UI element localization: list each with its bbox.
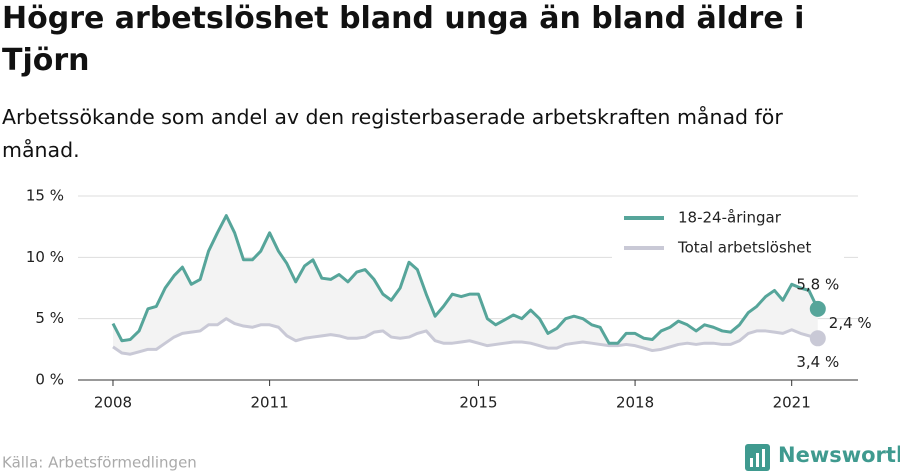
y-tick-label: 5 % <box>35 309 64 327</box>
y-tick-label: 10 % <box>26 248 64 266</box>
series-line <box>111 214 820 345</box>
end-marker <box>809 330 826 347</box>
series-line <box>112 317 819 356</box>
annotation: 3,4 % <box>796 353 839 371</box>
chart-subtitle: Arbetssökande som andel av den registerb… <box>2 105 783 162</box>
chart-title: Högre arbetslöshet bland unga än bland ä… <box>2 1 805 78</box>
annotation: 2,4 % <box>829 314 872 332</box>
legend-background <box>612 202 844 264</box>
y-tick-label: 15 % <box>26 187 64 205</box>
annotation: 5,8 % <box>796 275 839 293</box>
x-tick-label: 2021 <box>773 394 811 412</box>
legend-label: Total arbetslöshet <box>677 239 812 257</box>
end-marker <box>809 300 826 317</box>
y-tick-label: 0 % <box>35 371 64 389</box>
source: Källa: Arbetsförmedlingen <box>2 454 197 472</box>
x-tick-label: 2011 <box>251 394 289 412</box>
brand: Newsworthy <box>778 443 900 467</box>
x-tick-label: 2008 <box>94 394 132 412</box>
x-tick-label: 2015 <box>459 394 497 412</box>
legend-label: 18-24-åringar <box>678 209 782 227</box>
x-tick-label: 2018 <box>616 394 654 412</box>
gap-area <box>112 215 818 355</box>
logo-icon <box>745 444 770 471</box>
